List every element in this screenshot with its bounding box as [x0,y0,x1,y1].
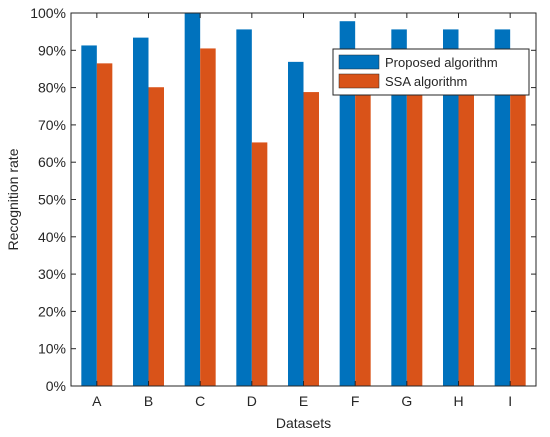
bar-ssa-h [458,77,474,386]
x-tick-label: H [453,393,463,409]
legend: Proposed algorithm SSA algorithm [332,48,530,96]
x-tick-label: A [92,393,102,409]
bar-ssa-g [406,77,423,386]
legend-label-proposed: Proposed algorithm [385,55,498,70]
bar-ssa-e [303,92,319,386]
x-tick-label: D [247,393,257,409]
y-tick-label: 90% [38,42,66,58]
x-tick-label: C [195,393,205,409]
y-tick-label: 100% [30,5,66,21]
y-tick-label: 10% [38,341,66,357]
bar-proposed-g [391,29,407,386]
x-axis-label: Datasets [276,415,331,431]
x-axis-ticks: A B C D E F G H I [92,13,512,409]
y-tick-label: 20% [38,303,66,319]
y-tick-label: 60% [38,154,66,170]
x-tick-label: F [351,393,360,409]
legend-swatch-proposed [338,54,380,70]
bar-proposed-h [443,29,459,386]
x-tick-label: I [508,393,512,409]
y-axis-ticks: 0% 10% 20% 30% 40% 50% 60% 70% 80% 90% 100% [30,5,536,394]
bar-proposed-a [81,45,97,386]
bar-ssa-i [510,75,526,386]
bar-proposed-f [339,21,356,387]
y-tick-label: 40% [38,229,66,245]
y-axis-label: Recognition rate [5,148,21,250]
y-tick-label: 50% [38,192,66,208]
y-tick-label: 80% [38,80,66,96]
bar-ssa-c [200,48,216,386]
y-tick-label: 30% [38,266,66,282]
bar-ssa-d [251,142,268,386]
bar-ssa-f [355,50,371,387]
bar-proposed-c [184,13,201,386]
bar-proposed-d [236,29,252,386]
x-tick-label: G [401,393,412,409]
y-tick-label: 70% [38,117,66,133]
x-tick-label: B [144,393,153,409]
bar-proposed-b [133,37,149,387]
y-tick-label: 0% [46,378,66,394]
bar-proposed-i [494,29,511,386]
bar-proposed-e [288,61,304,387]
legend-swatch-ssa [338,73,380,89]
bar-ssa-b [148,87,164,386]
bar-ssa-a [96,63,113,387]
bars-group [81,13,526,387]
x-tick-label: E [299,393,308,409]
legend-label-ssa: SSA algorithm [385,74,467,89]
